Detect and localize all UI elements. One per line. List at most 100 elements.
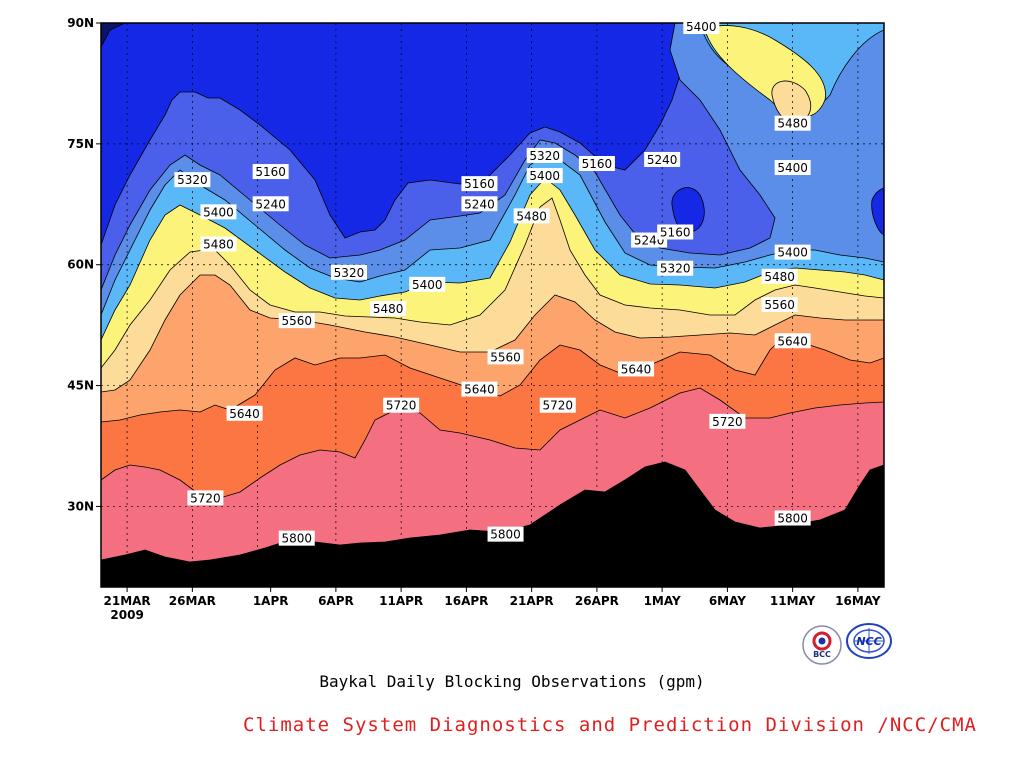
contour-label: 5400: [529, 169, 560, 183]
x-tick-label: 26APR: [575, 594, 619, 608]
contour-label: 5480: [203, 238, 234, 252]
contour-label-bg: [487, 526, 524, 542]
contour-label: 5800: [281, 532, 312, 546]
contour-label-bg: [539, 397, 576, 413]
y-tick-label: 45N: [67, 379, 94, 393]
contour-label: 5400: [203, 205, 234, 219]
contour-line: [101, 339, 884, 423]
contour-label-bg: [644, 151, 681, 167]
contour-label-bg: [370, 301, 407, 317]
x-tick-label: 16MAY: [835, 594, 881, 608]
contour-label-bg: [252, 196, 289, 212]
x-tick-label: 21APR: [510, 594, 554, 608]
contour-label: 5400: [777, 246, 808, 260]
contour-label: 5720: [386, 399, 417, 413]
contour-label: 5320: [660, 262, 691, 276]
contour-label-bg: [461, 381, 498, 397]
y-tick-label: 60N: [67, 258, 94, 272]
bcc-logo-text: BCC: [813, 650, 831, 659]
contour-label-bg: [657, 260, 694, 276]
contour-label-bg: [200, 236, 237, 252]
contour-label: 5320: [529, 149, 560, 163]
x-tick-label: 6MAY: [709, 594, 746, 608]
x-tick-label: 26MAR: [169, 594, 216, 608]
contour-label: 5240: [634, 234, 665, 248]
contour-label: 5240: [255, 197, 286, 211]
chart-title: Baykal Daily Blocking Observations (gpm): [319, 672, 705, 691]
contour-label: 5560: [490, 350, 521, 364]
contour-label-bg: [774, 115, 811, 131]
bcc-logo-icon: BCC: [801, 624, 843, 670]
ncc-logo-text: NCC: [856, 635, 881, 648]
contour-label-bg: [774, 510, 811, 526]
contour-label: 5400: [777, 161, 808, 175]
contour-label-bg: [461, 196, 498, 212]
low-cell: [671, 187, 705, 233]
contour-label-bg: [278, 313, 315, 329]
contour-label: 5560: [281, 314, 312, 328]
contour-label-bg: [226, 405, 263, 421]
contour-line: [101, 23, 126, 48]
x-year-label: 2009: [110, 608, 143, 622]
contour-label-bg: [174, 172, 211, 188]
contour-label: 5800: [490, 528, 521, 542]
x-tick-label: 16APR: [444, 594, 488, 608]
ridge-patch-inner: [771, 80, 812, 123]
contour-label: 5480: [777, 117, 808, 131]
contour-label: 5160: [255, 165, 286, 179]
contour-labels: 5160 5240 5320 5400 5480 5320 5560 5640 5720 5800…: [174, 19, 811, 546]
contour-label-bg: [330, 264, 367, 280]
contour-label: 5480: [764, 270, 795, 284]
contour-label: 5320: [334, 266, 365, 280]
contour-label: 5320: [177, 173, 208, 187]
contour-line: [101, 23, 776, 291]
contour-label: 5640: [621, 362, 652, 376]
contour-label: 5720: [712, 415, 743, 429]
contour-label-bg: [683, 19, 720, 35]
contour-label: 5640: [464, 383, 495, 397]
contour-label: 5640: [777, 334, 808, 348]
contour-label-bg: [761, 268, 798, 284]
contour-label: 5640: [229, 407, 260, 421]
contour-label-bg: [526, 147, 563, 163]
y-tick-label: 30N: [67, 499, 94, 513]
contour-label-bg: [200, 204, 237, 220]
y-tick-label: 90N: [67, 16, 94, 30]
contour-label-bg: [383, 397, 420, 413]
contour-label: 5160: [464, 177, 495, 191]
contour-label-bg: [774, 333, 811, 349]
x-tick-label: 21MAR: [104, 594, 151, 608]
contour-label: 5720: [542, 399, 573, 413]
contour-label-bg: [774, 244, 811, 260]
contour-label: 5240: [647, 153, 678, 167]
ncc-logo-icon: NCC: [845, 622, 893, 664]
contour-label-bg: [409, 276, 446, 292]
contour-label-bg: [761, 297, 798, 312]
y-axis: 30N 45N 60N 75N 90N: [67, 16, 101, 513]
edge-cell: [871, 187, 884, 236]
x-tick-label: 1MAY: [644, 594, 681, 608]
contour-band-10: [101, 462, 884, 587]
x-axis: 21MAR 26MAR 1APR 6APR 11APR 16APR 21APR 26APR 1M…: [104, 587, 881, 622]
contour-line: [101, 23, 701, 246]
contour-label-bg: [709, 413, 746, 429]
plot-frame: [100, 22, 885, 588]
contour-label: 5400: [686, 20, 717, 34]
contour-label: 5720: [190, 491, 221, 505]
y-tick-label: 75N: [67, 137, 94, 151]
contour-label-bg: [618, 361, 655, 377]
contour-label-bg: [487, 349, 524, 365]
x-tick-label: 11MAY: [770, 594, 816, 608]
contour-label: 5160: [582, 157, 613, 171]
contour-label-bg: [774, 160, 811, 176]
contour-label: 5480: [516, 209, 547, 223]
x-tick-label: 1APR: [253, 594, 289, 608]
contour-label: 5560: [764, 298, 795, 312]
x-tick-label: 11APR: [379, 594, 423, 608]
contour-label: 5800: [777, 512, 808, 526]
contour-label-bg: [657, 224, 694, 240]
contour-label-bg: [187, 490, 224, 506]
contour-line: [101, 177, 884, 341]
contour-label: 5400: [412, 278, 443, 292]
